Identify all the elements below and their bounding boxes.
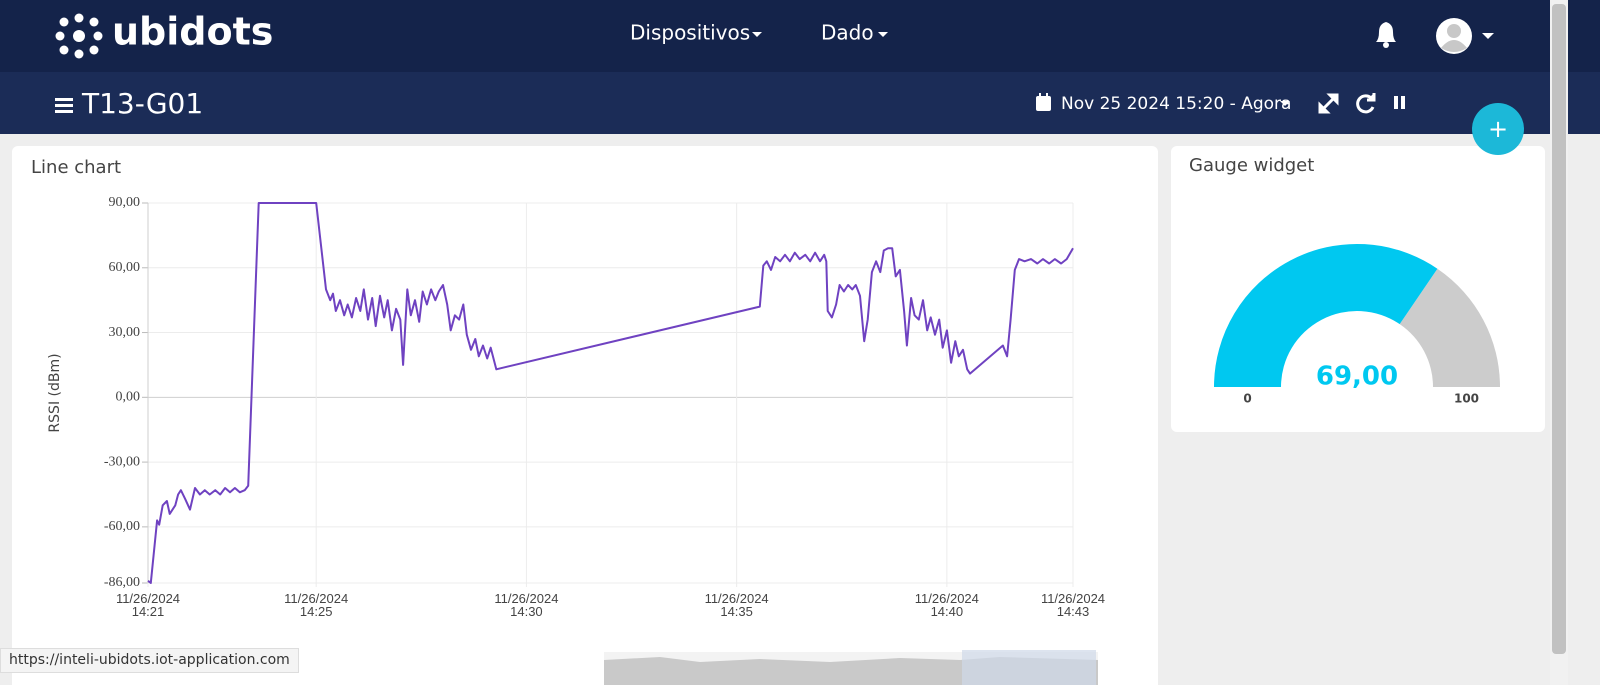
y-tick-label: 0,00 xyxy=(116,390,141,405)
refresh-icon[interactable] xyxy=(1356,93,1376,114)
x-tick-label: 11/26/2024 14:35 xyxy=(704,591,769,619)
pause-icon[interactable] xyxy=(1394,96,1405,109)
y-tick-label: 90,00 xyxy=(109,195,141,210)
logo-icon xyxy=(55,13,103,59)
x-tick-label: 11/26/2024 14:25 xyxy=(284,591,349,619)
y-tick-label: -86,00 xyxy=(104,575,140,590)
caret[interactable] xyxy=(1280,101,1290,106)
line-series xyxy=(147,202,1074,584)
y-tick-label: 30,00 xyxy=(109,325,141,340)
widget-title: Line chart xyxy=(31,157,121,178)
caret xyxy=(752,32,762,37)
expand-icon[interactable] xyxy=(1318,93,1339,114)
gauge-value: 69,00 xyxy=(1316,362,1398,392)
nav-menu[interactable]: Dado xyxy=(821,21,874,45)
x-tick-label: 11/26/2024 14:30 xyxy=(494,591,559,619)
logo-text: ubidots xyxy=(112,10,273,54)
caret xyxy=(878,32,888,37)
x-tick-label: 11/26/2024 14:40 xyxy=(914,591,979,619)
toolbar xyxy=(0,72,1600,134)
y-axis-title: RSSI (dBm) xyxy=(47,353,63,432)
bell-icon[interactable] xyxy=(1376,22,1396,48)
gauge-fill xyxy=(1214,243,1438,387)
x-tick-label: 11/26/2024 14:43 xyxy=(1040,591,1106,619)
date-range[interactable]: Nov 25 2024 15:20 - Agora xyxy=(1061,94,1291,114)
calendar-icon[interactable] xyxy=(1036,93,1051,111)
add-icon[interactable]: + xyxy=(1488,115,1508,143)
scrollbar-thumb[interactable] xyxy=(1552,4,1566,654)
avatar[interactable] xyxy=(1436,18,1472,54)
caret[interactable] xyxy=(1482,33,1494,39)
gauge-tick-label: 0 xyxy=(1243,392,1251,406)
top-nav xyxy=(0,0,1600,72)
menu-icon[interactable] xyxy=(55,98,73,113)
y-tick-label: 60,00 xyxy=(109,260,141,275)
y-tick-label: -60,00 xyxy=(104,519,140,534)
nav-menu[interactable]: Dispositivos xyxy=(630,21,750,45)
add-widget-button[interactable] xyxy=(1472,103,1524,155)
y-tick-label: -30,00 xyxy=(104,454,140,469)
dashboard-title: T13-G01 xyxy=(81,87,203,120)
x-tick-label: 11/26/2024 14:21 xyxy=(115,591,181,619)
widget-title: Gauge widget xyxy=(1189,155,1314,176)
range-navigator[interactable] xyxy=(604,650,1098,685)
gauge-tick-label: 100 xyxy=(1454,392,1479,406)
status-bar: https://inteli-ubidots.iot-application.c… xyxy=(0,648,299,673)
gauge-track xyxy=(1399,268,1500,387)
